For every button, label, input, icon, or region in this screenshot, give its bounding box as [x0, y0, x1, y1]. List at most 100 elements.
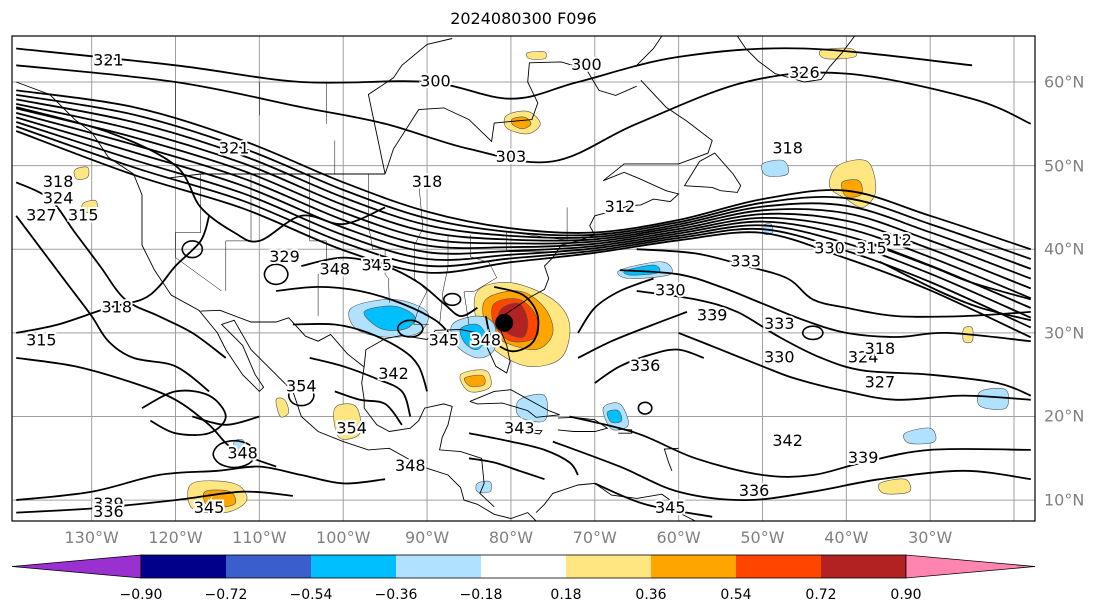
contour-label: 336 — [630, 356, 661, 375]
contour-line — [636, 290, 1032, 397]
contour-label: 345 — [361, 255, 392, 274]
anomaly-region — [73, 166, 90, 180]
coastline — [736, 35, 856, 83]
contour-label: 321 — [219, 138, 250, 157]
contour-label: 329 — [269, 247, 300, 266]
contour-label: 330 — [655, 281, 686, 300]
colorbar-tick-label: −0.36 — [374, 587, 418, 603]
contour-line — [15, 215, 210, 393]
contour-label: 339 — [848, 448, 879, 467]
contour-label: 312 — [605, 197, 636, 216]
colorbar-segment — [566, 555, 651, 578]
latitude-label: 40°N — [1044, 239, 1085, 259]
contour-label: 336 — [93, 502, 124, 521]
contour-label: 336 — [739, 481, 770, 500]
border-line — [463, 235, 498, 325]
contour-lines — [15, 47, 1032, 518]
colorbar-tick-label: −0.72 — [204, 587, 248, 603]
contour-line — [16, 89, 1032, 251]
storm-marker — [495, 313, 514, 332]
border-line — [225, 174, 252, 291]
colorbar-tick-label: −0.54 — [289, 587, 333, 603]
coastline — [469, 389, 560, 418]
border-line — [512, 207, 568, 241]
contour-line — [16, 357, 277, 468]
border-line — [413, 182, 429, 325]
border-line — [506, 232, 547, 252]
colorbar-tick-label: 0.90 — [890, 587, 922, 603]
contour-label: 300 — [571, 55, 602, 74]
coastline — [636, 35, 663, 66]
longitude-label: 60°W — [656, 528, 701, 547]
contour-label: 345 — [194, 498, 225, 517]
contour-line — [619, 269, 1031, 343]
colorbar-segment — [821, 555, 906, 578]
longitude-label: 40°W — [824, 528, 869, 547]
anomaly-region — [903, 427, 937, 445]
border-line — [439, 235, 449, 325]
contour-label: 300 — [420, 71, 451, 90]
contour-line — [15, 107, 1032, 290]
colorbar-tick-label: 0.54 — [720, 587, 752, 603]
contour-line — [15, 181, 227, 359]
contour-label: 330 — [764, 347, 795, 366]
colorbar-segment — [396, 555, 481, 578]
longitude-label: 100°W — [316, 528, 371, 547]
contour-line — [16, 64, 1032, 164]
contour-line — [15, 112, 1032, 300]
contour-line — [577, 311, 688, 359]
contour-label: 354 — [336, 419, 367, 438]
contour-line — [484, 286, 540, 353]
map-title: 2024080300 F096 — [450, 9, 597, 28]
contour-label: 318 — [412, 172, 443, 191]
closed-contour — [287, 384, 315, 407]
contour-line — [594, 348, 705, 384]
latitude-label: 30°N — [1044, 323, 1085, 343]
colorbar-segment — [736, 555, 821, 578]
contour-label: 348 — [320, 260, 351, 279]
contour-line — [292, 322, 428, 392]
contour-line — [879, 260, 1032, 322]
colorbar-segment — [311, 555, 396, 578]
colorbar-tick-label: −0.90 — [119, 587, 163, 603]
colorbar-tick-label: 0.72 — [805, 587, 837, 603]
contour-label: 343 — [504, 419, 535, 438]
colorbar-segment — [481, 555, 566, 578]
anomaly-region — [761, 159, 790, 177]
coastline — [16, 81, 537, 522]
contour-label: 339 — [697, 306, 728, 325]
anomaly-region — [464, 374, 486, 388]
coastline — [167, 173, 386, 179]
longitude-label: 30°W — [908, 528, 953, 547]
longitude-label: 130°W — [64, 528, 119, 547]
contour-label: 327 — [865, 373, 896, 392]
coastline — [535, 482, 696, 522]
latitude-label: 60°N — [1044, 72, 1085, 92]
contour-label: 324 — [43, 189, 74, 208]
coastline — [384, 61, 637, 175]
contour-label: 315 — [856, 239, 887, 258]
contour-line — [16, 103, 1032, 280]
contour-label: 321 — [93, 51, 124, 70]
contour-label: 342 — [378, 364, 409, 383]
map-frame — [11, 35, 1036, 522]
contour-label: 354 — [286, 377, 317, 396]
contour-label: 345 — [655, 498, 686, 517]
contour-label: 315 — [26, 331, 57, 350]
contour-line — [636, 248, 1031, 318]
contour-line — [16, 98, 1032, 270]
contour-label: 339 — [93, 494, 124, 513]
anomaly-region — [475, 480, 492, 494]
contour-label: 333 — [764, 314, 795, 333]
contour-line — [15, 106, 386, 243]
contour-line — [334, 390, 403, 426]
latitude-label: 10°N — [1044, 490, 1085, 510]
contour-label: 333 — [730, 251, 761, 270]
colorbar-segment — [651, 555, 736, 578]
coastline — [200, 309, 365, 368]
contour-line — [468, 432, 579, 476]
contour-line — [862, 240, 1032, 301]
longitude-label: 80°W — [488, 528, 534, 547]
anomaly-region — [841, 179, 863, 198]
